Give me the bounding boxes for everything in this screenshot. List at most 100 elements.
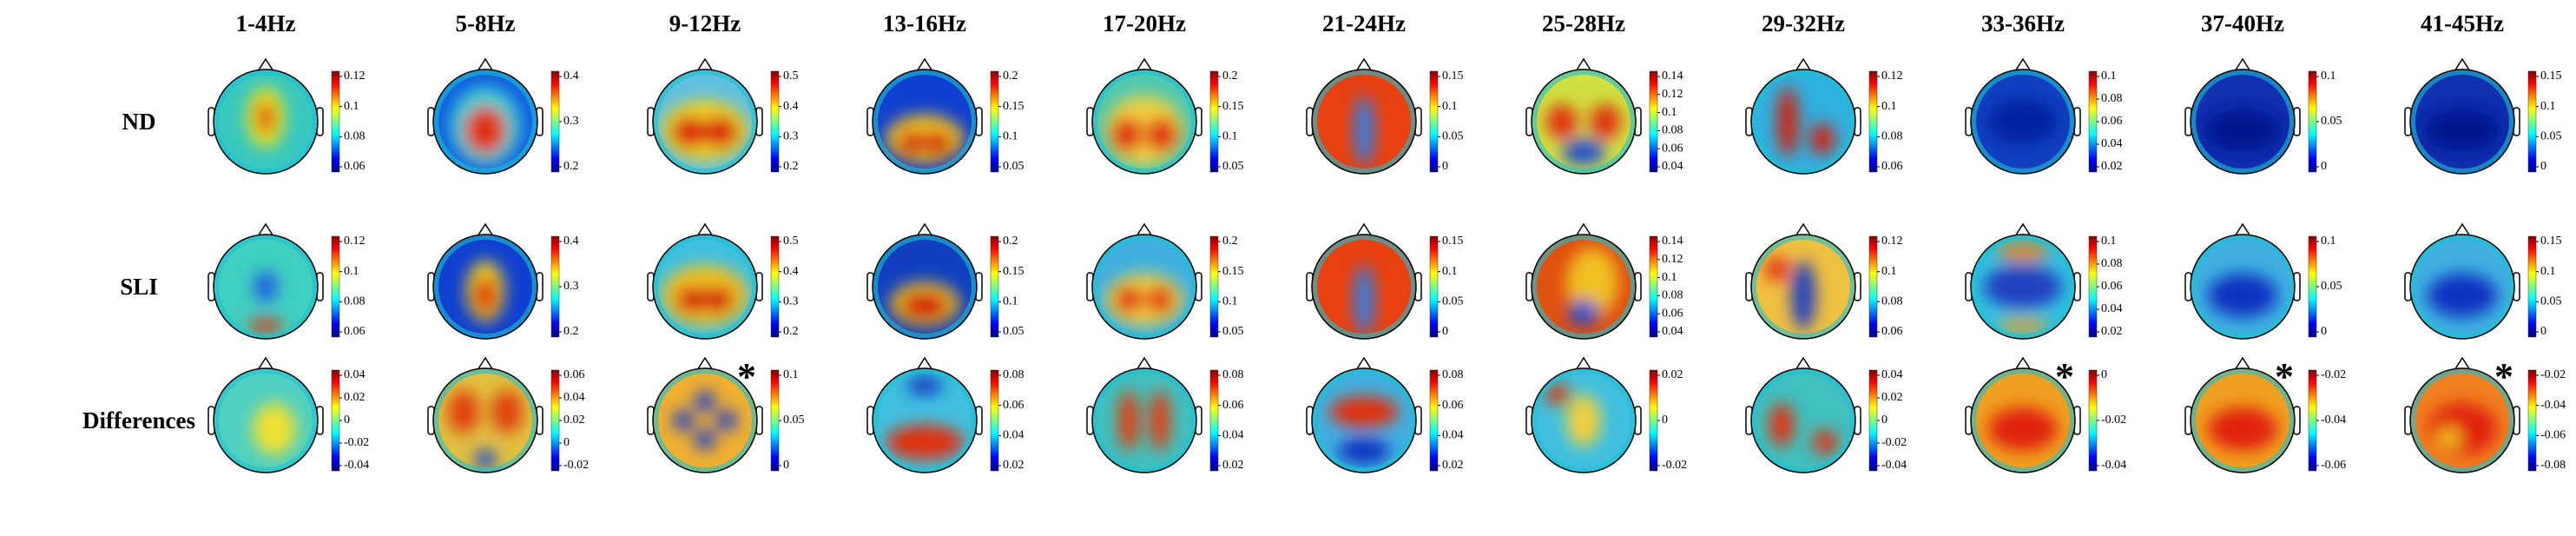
topomap-blob — [673, 410, 694, 431]
head-nose — [477, 356, 494, 371]
row-label: Differences — [82, 407, 195, 433]
colorbar-tick-label: 0.2 — [563, 160, 579, 173]
colorbar — [2308, 235, 2317, 338]
colorbar-tick-label: 0.08 — [2101, 92, 2123, 105]
topomap-ring — [214, 368, 318, 473]
topomap-blobs — [1354, 265, 1374, 334]
colorbar-tick-label: 0.5 — [783, 69, 799, 83]
topomap-blob — [2423, 109, 2501, 152]
head-nose — [1355, 356, 1373, 371]
topomap — [1532, 69, 1636, 174]
colorbar-tick-label: 0.02 — [1662, 368, 1683, 381]
topomap-panel: -0.02 -0.04 -0.06 -0.08 * — [2404, 355, 2566, 473]
colorbar-tick-label: 0 — [783, 459, 789, 472]
topomap-blob — [491, 390, 523, 433]
colorbar — [2088, 70, 2098, 173]
topomap — [873, 368, 977, 473]
colorbar-tick-label: -0.04 — [344, 459, 369, 472]
colorbar-tick-label: 0.06 — [1442, 399, 1464, 412]
head-nose — [2014, 356, 2032, 371]
topomap-ring — [2410, 69, 2514, 174]
colorbar-tick-label: 0.15 — [1222, 265, 1244, 278]
topomap — [1092, 69, 1196, 174]
colorbar-tick-label: -0.02 — [2101, 414, 2126, 427]
head-outline — [432, 367, 538, 473]
topomap-panel: 0.14 0.12 0.1 0.08 0.06 0.04 — [1525, 57, 1683, 175]
colorbar — [2527, 70, 2537, 173]
head-nose — [2014, 222, 2032, 237]
topomap-panel: 0.15 0.1 0.05 0 — [2404, 57, 2562, 175]
head-nose — [916, 222, 933, 237]
topomap-blob — [1115, 286, 1143, 314]
colorbar-tick-label: 0.06 — [1662, 142, 1683, 155]
colorbar-tick-label: 0.08 — [1662, 124, 1683, 137]
head-outline — [1970, 367, 2076, 473]
colorbar — [990, 369, 999, 472]
head-outline — [652, 69, 758, 175]
colorbar-tick-label: 0.12 — [344, 69, 366, 83]
significance-mark: * — [2275, 355, 2294, 398]
colorbar-tick-label: 0.1 — [1881, 265, 1897, 278]
colorbar-tick-label: 0 — [2540, 160, 2546, 173]
topomap-blobs — [247, 87, 285, 148]
head-outline — [2409, 367, 2515, 473]
topomap-ring — [1532, 69, 1636, 174]
topomap-ring — [433, 235, 537, 339]
head-nose — [1795, 222, 1812, 237]
topomap — [214, 235, 318, 339]
head-nose — [916, 57, 933, 72]
colorbar-tick-label: -0.02 — [563, 459, 589, 472]
colorbar-tick-label: -0.04 — [2101, 459, 2126, 472]
head-nose — [1136, 356, 1153, 371]
topomap-blobs — [1777, 87, 1835, 156]
head-nose — [696, 356, 714, 371]
colorbar-tick-label: 0.3 — [563, 115, 579, 128]
colorbar-tick-label: 0.3 — [783, 130, 799, 143]
colorbar-tick-label: 0.02 — [1003, 459, 1024, 472]
colorbar-tick-label: 0.1 — [1003, 130, 1018, 143]
topomap — [1312, 368, 1416, 473]
topomap — [1532, 368, 1636, 473]
topomap-blobs — [1765, 257, 1815, 330]
topomap-blob — [907, 377, 942, 394]
topomap-blobs — [886, 377, 964, 460]
head-nose — [1795, 57, 1812, 72]
head-outline — [1311, 367, 1417, 473]
colorbar-tick-label: 0.15 — [2540, 69, 2562, 83]
colorbar-tick-label: 0.1 — [1442, 265, 1458, 278]
topomap-panel: 0.5 0.4 0.3 0.2 — [647, 222, 799, 340]
column-header: 21-24Hz — [1322, 10, 1406, 36]
colorbar-tick-label: 0 — [2101, 368, 2107, 381]
colorbar — [550, 235, 560, 338]
topomap-panel: 0.2 0.15 0.1 0.05 — [866, 57, 1024, 175]
head-outline — [1970, 234, 2076, 340]
colorbar — [1209, 235, 1219, 338]
topomap-blob — [1769, 403, 1794, 447]
colorbar-tick-label: 0 — [2540, 325, 2546, 338]
topomap-blob — [1354, 265, 1374, 334]
topomap — [1751, 69, 1855, 174]
topomap-blob — [924, 131, 952, 156]
topomap-blob — [2208, 274, 2277, 317]
head-nose — [1136, 222, 1153, 237]
colorbar-tick-label: 0.1 — [1222, 130, 1238, 143]
head-outline — [1750, 234, 1856, 340]
colorbar-tick-label: 0.3 — [783, 295, 799, 308]
topomap — [1751, 235, 1855, 339]
topomap-ring — [1092, 235, 1196, 339]
topomap-blobs — [2208, 407, 2277, 451]
topomap — [1971, 235, 2075, 339]
topomap-panel: 0.14 0.12 0.1 0.08 0.06 0.04 — [1525, 222, 1683, 340]
topomap — [1751, 368, 1855, 473]
colorbar-tick-label: 0.06 — [344, 160, 366, 173]
head-outline — [1311, 234, 1417, 340]
topomap-ring — [433, 368, 537, 473]
colorbar-tick-label: 0.4 — [563, 69, 579, 83]
topomap — [873, 235, 977, 339]
head-nose — [257, 222, 274, 237]
topomap-panel: 0.1 0.05 0 — [2184, 222, 2342, 340]
topomap-blob — [2204, 109, 2282, 152]
colorbar-tick-label: 0.2 — [1222, 69, 1238, 83]
head-outline — [1531, 69, 1637, 175]
